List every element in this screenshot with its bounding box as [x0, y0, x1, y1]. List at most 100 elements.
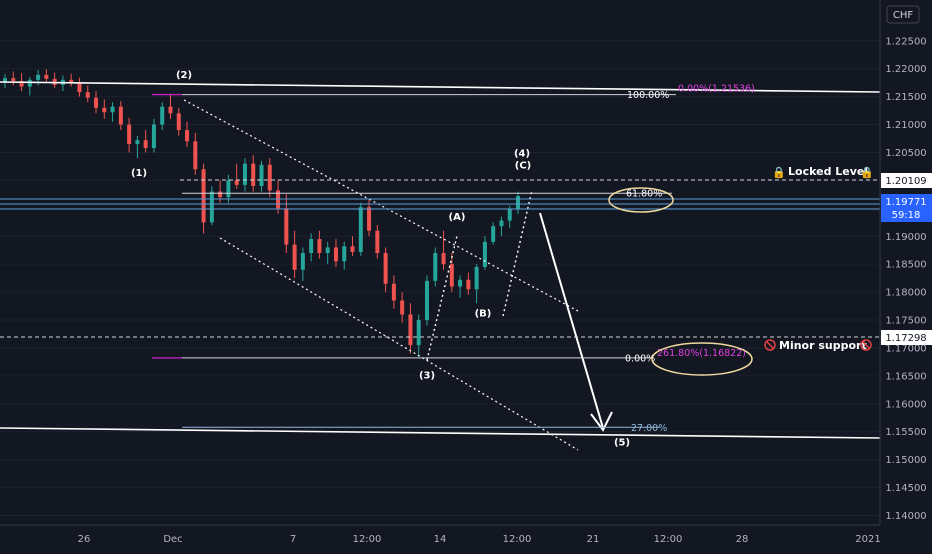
projection-arrow-head[interactable] — [590, 411, 613, 432]
lower-channel-line[interactable] — [0, 427, 881, 439]
candle — [110, 102, 115, 122]
price-tag-current-text: 1.19771 — [885, 197, 926, 208]
x-tick-label: 2021 — [855, 534, 880, 545]
y-tick-label: 1.21500 — [885, 92, 926, 103]
candle — [168, 93, 173, 119]
candle-body — [482, 241, 487, 267]
candle — [400, 292, 405, 323]
x-tick-label: 28 — [736, 534, 749, 545]
currency-button-label: CHF — [893, 10, 914, 21]
candle-body — [27, 79, 32, 87]
price-tag-locked-text: 1.20109 — [885, 176, 926, 187]
fib-0-level[interactable]: 0.00% 261.80%(1.16822) — [152, 348, 746, 365]
x-tick-label: 14 — [434, 534, 447, 545]
candle — [185, 121, 190, 147]
y-tick-label: 1.15000 — [885, 455, 926, 466]
candle-body — [110, 106, 115, 113]
candle-body — [193, 141, 198, 170]
y-tick-label: 1.14500 — [885, 483, 926, 494]
candle-body — [3, 78, 7, 83]
fib-0-extra-label: 261.80%(1.16822) — [657, 348, 746, 359]
candle-body — [507, 209, 512, 221]
candle — [309, 233, 314, 262]
candle-body — [375, 230, 380, 254]
candle-body — [44, 74, 49, 79]
fib-0-label: 0.00% — [625, 353, 655, 364]
blue-level-lines — [0, 198, 880, 210]
candle — [27, 77, 32, 96]
fib-27-label: 27.00% — [631, 423, 667, 434]
candle-body — [325, 247, 330, 254]
candle — [466, 272, 471, 295]
candle-body — [309, 239, 314, 254]
candle-body — [77, 83, 82, 93]
wave-a-line[interactable] — [426, 235, 458, 361]
dashed-levels — [0, 179, 880, 338]
currency-button[interactable]: CHF — [886, 5, 920, 24]
fib-100-level[interactable]: 100.00% 0.00%(1.21536) — [152, 84, 755, 102]
candle — [292, 230, 297, 279]
wave-label: (4) — [514, 148, 530, 159]
minor-support-annotation: Minor support — [764, 339, 872, 352]
locked-level-annotation: 🔒 Locked Level 🔒 — [772, 165, 874, 179]
candle — [300, 247, 305, 281]
upper-channel-line[interactable] — [0, 81, 881, 93]
dotted-channel-bottom[interactable] — [219, 237, 579, 451]
candle-body — [416, 320, 421, 346]
candle-body — [69, 79, 74, 84]
candle — [44, 69, 49, 83]
candle-body — [94, 97, 99, 108]
price-tag-countdown-text: 59:18 — [892, 210, 921, 221]
candle-body — [251, 163, 256, 186]
y-tick-label: 1.21000 — [885, 120, 926, 131]
candle-body — [516, 196, 520, 210]
fib-levels: 100.00% 0.00%(1.21536) 61.80% 0.00% 261.80%(… — [152, 84, 755, 434]
x-tick-label: 12:00 — [353, 534, 382, 545]
candle-body — [218, 191, 223, 198]
candle-body — [127, 124, 132, 145]
x-tick-label: Dec — [163, 534, 182, 545]
y-tick-label: 1.14000 — [885, 511, 926, 522]
x-tick-label: 7 — [290, 534, 296, 545]
x-tick-label: 12:00 — [654, 534, 683, 545]
candle — [77, 77, 82, 97]
wave-label: (1) — [131, 168, 147, 179]
candle — [135, 135, 140, 159]
wave-label: (A) — [449, 212, 466, 223]
candle-body — [185, 130, 190, 142]
fib-618-level[interactable]: 61.80% — [182, 189, 672, 200]
wave-label: (2) — [176, 70, 192, 81]
x-tick-label: 12:00 — [503, 534, 532, 545]
candle-body — [284, 208, 289, 245]
candle — [259, 160, 264, 192]
fib-618-ellipse — [608, 187, 674, 213]
candle — [325, 241, 330, 265]
candle — [516, 191, 520, 214]
wave-label: (3) — [419, 371, 435, 382]
fib-618-label: 61.80% — [626, 189, 662, 200]
candle — [424, 275, 429, 326]
candle-body — [433, 253, 438, 281]
candle — [160, 102, 165, 131]
projection-arrow-line[interactable] — [539, 212, 604, 429]
candle — [102, 99, 107, 119]
fib-27-level[interactable]: 27.00% — [182, 423, 667, 434]
candle — [383, 247, 388, 293]
candle — [143, 130, 148, 153]
y-tick-label: 1.17000 — [885, 343, 926, 354]
wave-label: (C) — [515, 161, 531, 172]
candle — [408, 303, 413, 354]
lock-icon-left: 🔒 — [772, 166, 786, 179]
candle — [350, 236, 355, 256]
candle — [251, 155, 256, 192]
candle-body — [333, 247, 338, 262]
wave-c-line[interactable] — [502, 189, 533, 317]
candle — [234, 163, 239, 189]
candle — [375, 225, 380, 259]
candle — [242, 158, 247, 192]
candle — [391, 275, 396, 309]
candle-body — [317, 239, 322, 254]
candle-body — [383, 253, 388, 284]
candle-body — [474, 266, 479, 290]
